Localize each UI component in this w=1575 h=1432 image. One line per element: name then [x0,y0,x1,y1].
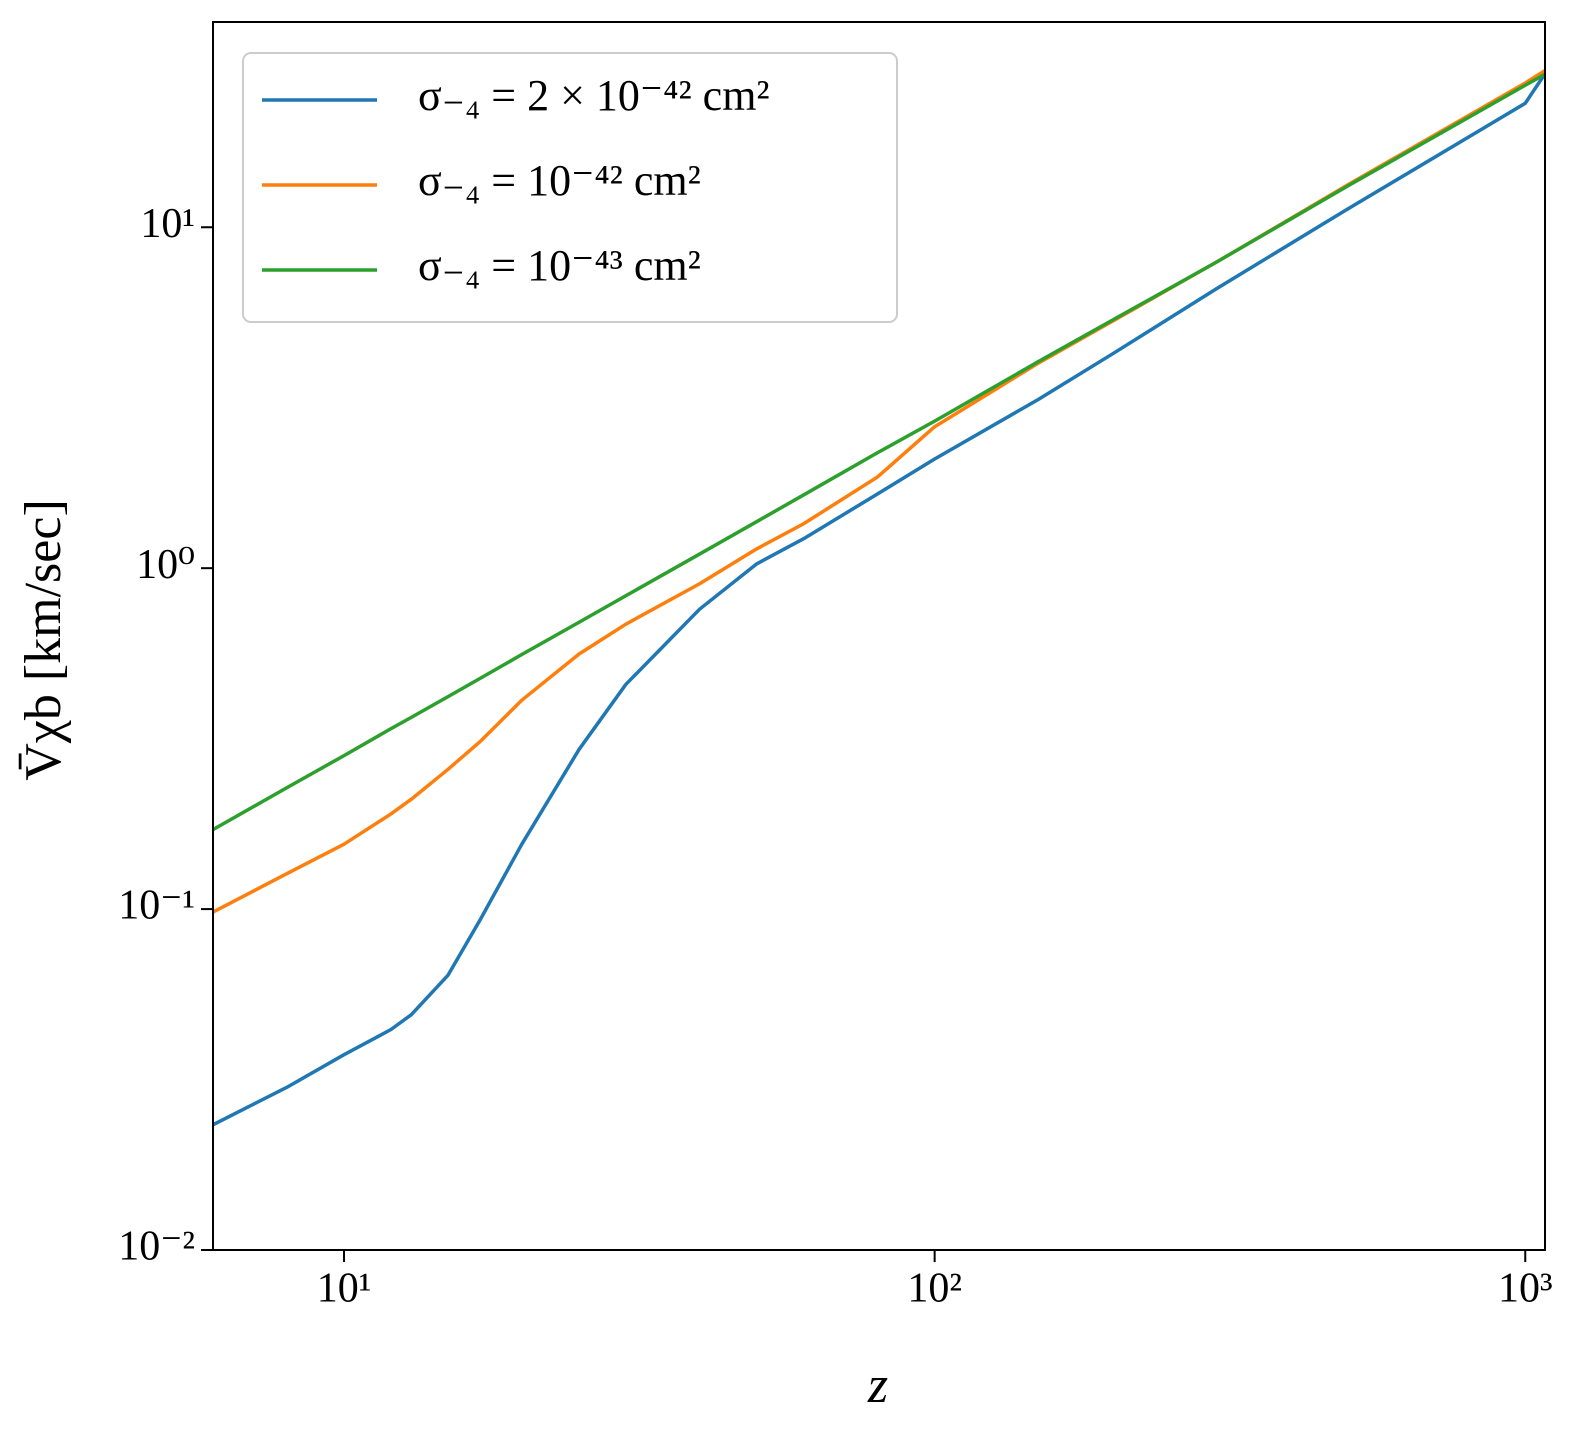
x-tick-label: 10¹ [317,1266,372,1312]
y-tick-label: 10⁻¹ [118,883,195,929]
x-tick-label: 10³ [1498,1266,1553,1312]
legend-label: σ₋₄ = 10⁻⁴² cm² [418,156,701,205]
y-tick-label: 10¹ [140,201,195,247]
y-axis-label: V̄χb [km/sec] [15,499,72,781]
y-tick-label: 10⁰ [136,542,195,588]
x-axis-label: z [867,1357,888,1414]
data-line [213,72,1545,1127]
legend-label: σ₋₄ = 2 × 10⁻⁴² cm² [418,71,770,120]
plot-frame [212,21,1546,1251]
y-tick-label: 10⁻² [118,1224,195,1270]
legend-box [242,52,898,323]
x-tick-label: 10² [907,1266,962,1312]
data-line [213,72,1545,832]
legend-label: σ₋₄ = 10⁻⁴³ cm² [418,241,701,290]
